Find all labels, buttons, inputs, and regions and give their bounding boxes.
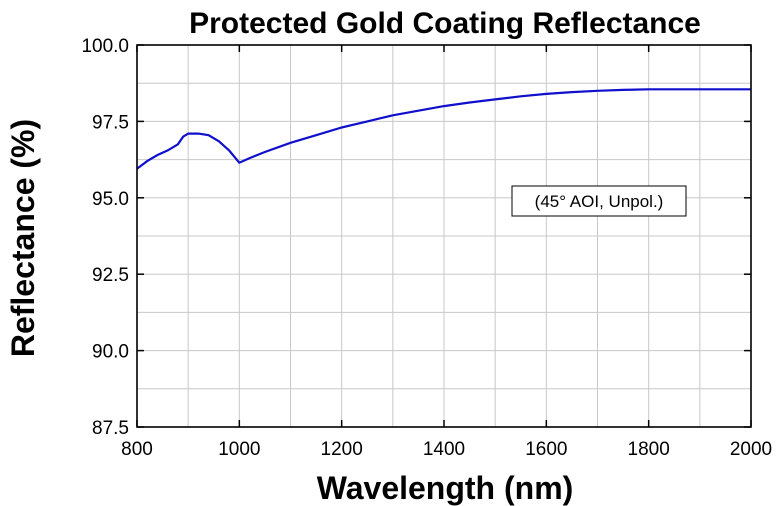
- x-tick-label: 2000: [730, 439, 772, 460]
- x-tick-label: 1200: [321, 439, 363, 460]
- y-tick-label: 97.5: [92, 112, 129, 133]
- annotation-label: (45° AOI, Unpol.): [535, 192, 664, 211]
- axis-ticks: [136, 44, 752, 428]
- x-tick-label: 1000: [218, 439, 260, 460]
- y-tick-label: 87.5: [92, 418, 129, 439]
- x-tick-label: 1600: [525, 439, 567, 460]
- y-tick-label: 92.5: [92, 265, 129, 286]
- reflectance-series-line: [136, 88, 751, 170]
- x-tick-label: 1800: [628, 439, 670, 460]
- y-axis-label: Reflectance (%): [5, 119, 41, 357]
- grid: [137, 45, 751, 427]
- y-tick-label: 90.0: [92, 342, 129, 363]
- y-tick-label: 95.0: [92, 189, 129, 210]
- x-tick-labels: 800 1000 1200 1400 1600 1800 2000: [121, 439, 772, 460]
- annotation-box: [511, 185, 687, 217]
- y-tick-labels: 87.5 90.0 92.5 95.0 97.5 100.0: [81, 36, 129, 439]
- x-axis-label: Wavelength (nm): [317, 470, 574, 506]
- x-tick-label: 1400: [423, 439, 465, 460]
- chart-title: Protected Gold Coating Reflectance: [189, 7, 701, 40]
- y-tick-label: 100.0: [81, 36, 129, 57]
- x-tick-label: 800: [121, 439, 153, 460]
